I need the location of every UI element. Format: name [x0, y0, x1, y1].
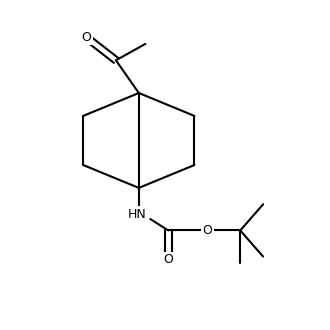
- Text: O: O: [82, 31, 91, 44]
- Text: HN: HN: [128, 208, 147, 220]
- Text: O: O: [163, 253, 173, 266]
- Text: O: O: [203, 224, 213, 237]
